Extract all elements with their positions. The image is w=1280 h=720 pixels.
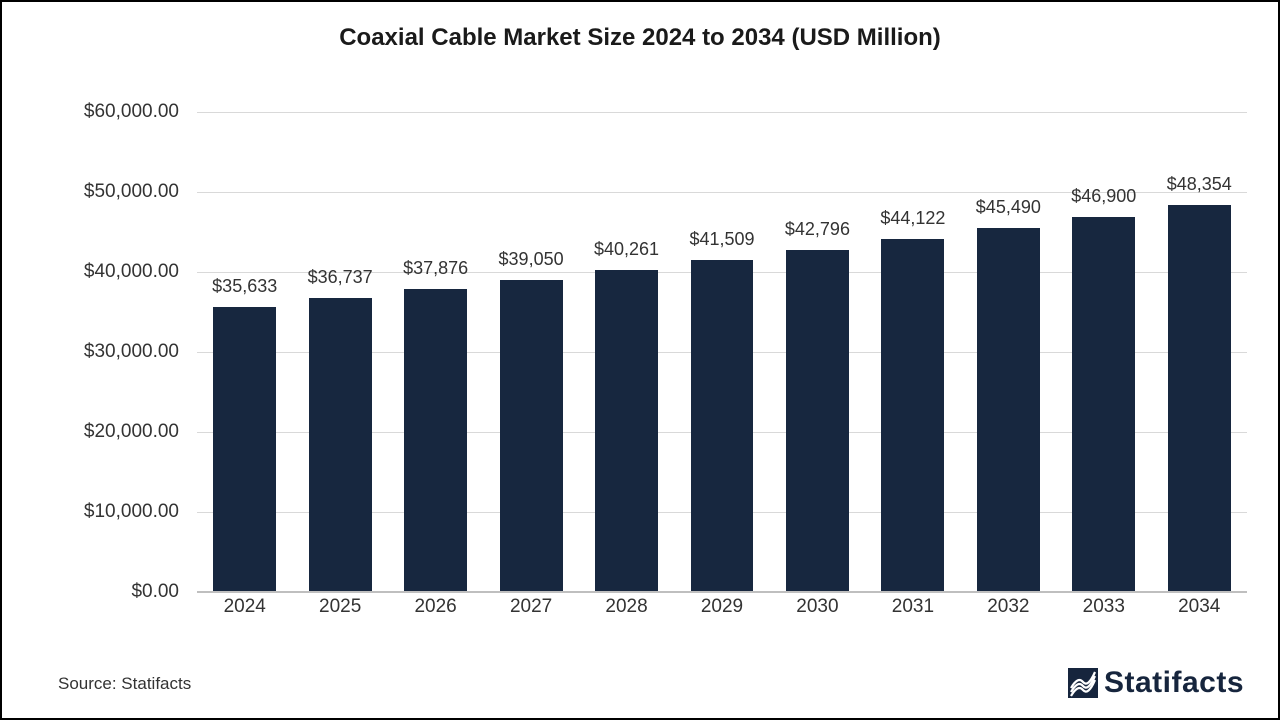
- y-tick-label: $10,000.00: [84, 501, 179, 523]
- bar-value-label: $37,876: [403, 258, 468, 279]
- bar: [1168, 205, 1231, 592]
- bar: [691, 260, 754, 592]
- x-tick-label: 2031: [865, 596, 960, 618]
- brand-name: Statifacts: [1104, 666, 1244, 700]
- bar-value-label: $48,354: [1167, 174, 1232, 195]
- bar: [595, 270, 658, 592]
- y-tick-label: $20,000.00: [84, 421, 179, 443]
- bar: [977, 228, 1040, 592]
- bar-value-label: $41,509: [689, 229, 754, 250]
- bar-value-label: $36,737: [308, 267, 373, 288]
- bar-slot: $35,633: [197, 112, 292, 592]
- x-tick-label: 2032: [961, 596, 1056, 618]
- bar-value-label: $46,900: [1071, 186, 1136, 207]
- y-tick-label: $0.00: [131, 581, 179, 603]
- x-tick-label: 2024: [197, 596, 292, 618]
- brand-logo: Statifacts: [1068, 666, 1244, 700]
- x-tick-label: 2025: [292, 596, 387, 618]
- y-tick-label: $60,000.00: [84, 101, 179, 123]
- bar-value-label: $39,050: [499, 249, 564, 270]
- bar-value-label: $44,122: [880, 208, 945, 229]
- bar-slot: $36,737: [292, 112, 387, 592]
- bar: [500, 280, 563, 592]
- bar-slot: $45,490: [961, 112, 1056, 592]
- y-tick-label: $40,000.00: [84, 261, 179, 283]
- bar: [786, 250, 849, 592]
- x-axis-baseline: [197, 591, 1247, 593]
- bar-value-label: $42,796: [785, 219, 850, 240]
- source-caption: Source: Statifacts: [58, 674, 191, 694]
- x-tick-label: 2027: [483, 596, 578, 618]
- bar-slot: $48,354: [1152, 112, 1247, 592]
- x-tick-label: 2034: [1152, 596, 1247, 618]
- plot-area: $0.00$10,000.00$20,000.00$30,000.00$40,0…: [197, 112, 1247, 592]
- x-tick-label: 2029: [674, 596, 769, 618]
- bar-value-label: $40,261: [594, 239, 659, 260]
- y-tick-label: $30,000.00: [84, 341, 179, 363]
- x-axis-labels: 2024202520262027202820292030203120322033…: [197, 596, 1247, 618]
- bar-slot: $40,261: [579, 112, 674, 592]
- y-tick-label: $50,000.00: [84, 181, 179, 203]
- statifacts-icon: [1068, 668, 1098, 698]
- bar-slot: $46,900: [1056, 112, 1151, 592]
- bar-slot: $39,050: [483, 112, 578, 592]
- chart-title: Coaxial Cable Market Size 2024 to 2034 (…: [2, 24, 1278, 52]
- bar-value-label: $35,633: [212, 276, 277, 297]
- bar: [881, 239, 944, 592]
- bar-slot: $41,509: [674, 112, 769, 592]
- bar-slot: $37,876: [388, 112, 483, 592]
- x-tick-label: 2028: [579, 596, 674, 618]
- x-tick-label: 2033: [1056, 596, 1151, 618]
- bar: [1072, 217, 1135, 592]
- bar-slot: $42,796: [770, 112, 865, 592]
- bar-slot: $44,122: [865, 112, 960, 592]
- bar-value-label: $45,490: [976, 197, 1041, 218]
- bar: [213, 307, 276, 592]
- bar: [404, 289, 467, 592]
- x-tick-label: 2026: [388, 596, 483, 618]
- chart-frame: Coaxial Cable Market Size 2024 to 2034 (…: [0, 0, 1280, 720]
- x-tick-label: 2030: [770, 596, 865, 618]
- bar: [309, 298, 372, 592]
